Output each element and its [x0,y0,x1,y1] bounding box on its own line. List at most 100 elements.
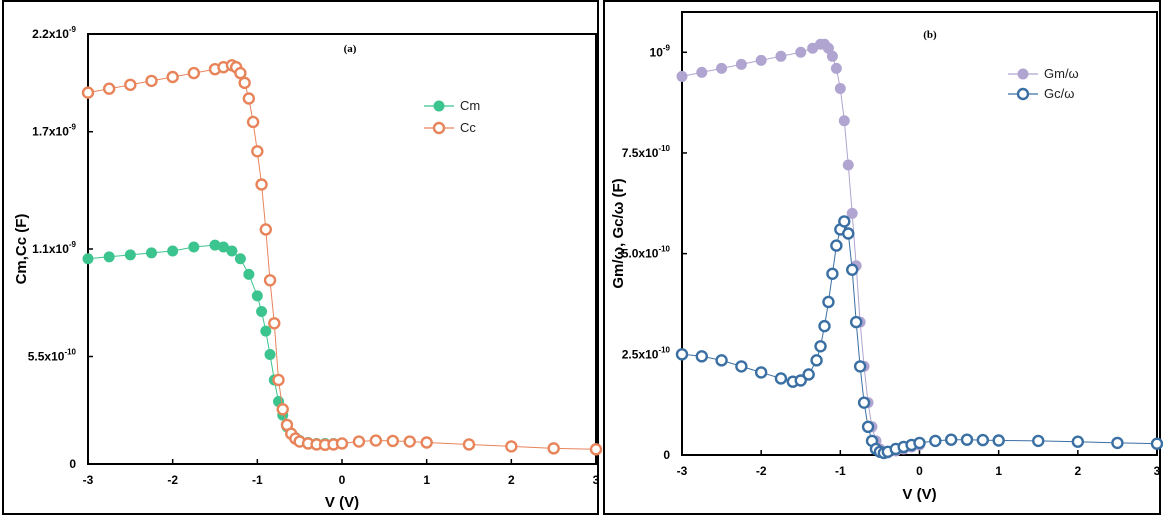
data-point [861,420,875,434]
data-point [268,317,281,330]
data-point [260,325,272,337]
panel-label-b: (b) [923,29,937,41]
data-point [802,368,815,381]
data-point [846,207,858,219]
data-point [166,70,179,84]
data-point [420,436,433,449]
data-point [755,54,767,66]
data-point [242,92,256,105]
data-point [335,437,349,450]
x-tick-label: 2 [508,473,515,487]
y-tick-label: 7.5x10-10 [622,144,671,160]
data-point [369,434,383,447]
data-point [853,360,867,373]
data-point [960,433,974,446]
x-tick-label: 1 [995,464,1002,478]
x-tick-label: 3 [1154,464,1161,478]
data-point [774,372,788,385]
y-tick-label: 5.0x10-10 [622,245,671,261]
data-point [976,433,990,447]
data-point [145,74,158,88]
legend-label: Cc [460,120,476,135]
series-line [681,43,920,454]
data-point [263,274,277,287]
data-point [754,366,768,379]
y-tick-label: 1.7x10-9 [32,123,76,139]
data-point [846,263,859,276]
series-line [87,64,597,450]
data-point [695,350,708,363]
x-tick-label: 0 [916,464,923,478]
plot-frame-a [87,33,597,465]
data-point [256,306,268,318]
data-point [826,267,839,280]
plot-frame-b [681,11,1158,456]
data-point [259,223,272,236]
data-point [251,290,263,302]
data-point [276,403,289,416]
data-point [188,241,200,253]
data-point [1032,434,1045,448]
data-point [992,434,1005,447]
y-tick-label: 0 [69,457,76,471]
data-point [826,50,838,62]
data-point [124,78,137,92]
legend-label: Gc/ω [1044,86,1074,101]
data-point [1111,436,1124,450]
data-point [929,434,942,448]
data-point [830,239,843,252]
data-point [822,295,835,309]
x-tick-label: 3 [593,473,600,487]
data-point [913,436,926,450]
data-point [146,247,157,259]
series-line [87,244,342,444]
x-tick-label: -2 [756,464,767,478]
series-b-0 [676,38,925,459]
data-point [505,440,518,453]
data-point [264,349,276,361]
x-tick-label: 2 [1074,464,1081,478]
data-point [944,433,958,446]
data-point [226,245,238,257]
data-point [243,268,255,280]
y-tick-label: 5.5x10-10 [28,348,77,364]
legend-marker [1017,68,1029,80]
data-point [272,373,285,387]
data-point [857,396,871,409]
data-point [735,58,747,70]
legend-label: Cm [460,98,480,113]
x-tick-label: -1 [835,464,846,478]
chart-panel-b: -3 -2 -1 0 1 2 3 0 2.5x10-10 5.0x10-10 7.5x10-10 10… [603,0,1163,515]
data-point [1071,435,1085,448]
data-point [716,62,728,74]
series-a-1 [81,59,603,456]
series-line [681,220,1158,454]
data-point [251,145,264,158]
data-point [234,66,247,80]
data-point [246,115,260,129]
data-point [255,178,268,191]
x-tick-label: -1 [252,473,263,487]
data-point [849,315,863,329]
x-tick-label: -2 [167,473,178,487]
y-tick-label: 0 [663,448,670,462]
data-point [696,66,708,78]
data-point [794,374,807,387]
data-point [547,442,560,455]
data-point [103,251,115,263]
data-point [352,435,366,448]
data-point [675,348,689,361]
data-point [386,434,399,448]
legend-marker [433,100,445,112]
y-tick-label: 2.5x10-10 [622,345,671,361]
data-point [124,249,136,261]
data-point [589,443,603,456]
panel-label-a: (a) [344,43,357,55]
data-point [818,319,831,333]
data-point [82,253,94,265]
data-point [842,227,855,240]
data-point [1150,437,1163,450]
data-point [814,340,827,353]
legend-marker [1016,87,1030,101]
y-tick-label: 2.2x10-9 [32,25,76,41]
